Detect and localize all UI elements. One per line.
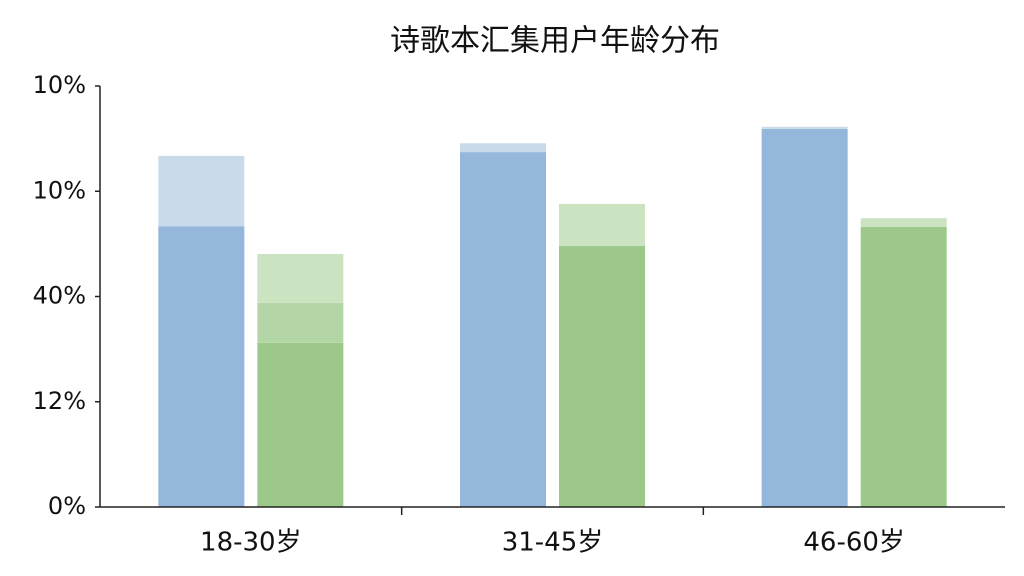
y-tick-label: 12% <box>33 387 86 415</box>
x-tick-label: 46-60岁 <box>803 528 905 558</box>
y-tick-label: 40% <box>33 282 86 310</box>
bar <box>257 253 344 303</box>
y-tick-label: 10% <box>33 71 86 99</box>
bar <box>761 128 848 507</box>
x-tick-label: 31-45岁 <box>502 528 604 558</box>
bar <box>761 126 848 129</box>
bar <box>158 226 245 507</box>
bar <box>460 143 546 153</box>
bar <box>257 302 344 343</box>
bar <box>257 342 344 507</box>
x-tick-label: 18-30岁 <box>200 528 302 558</box>
bar <box>559 245 645 508</box>
bar <box>860 218 947 228</box>
bar <box>559 203 645 246</box>
y-tick-label: 0% <box>48 492 86 520</box>
y-tick-label: 10% <box>33 176 86 204</box>
bar <box>158 155 245 227</box>
chart-title: 诗歌本汇集用户年龄分布 <box>390 24 720 59</box>
bar <box>860 227 947 507</box>
bar <box>460 152 546 508</box>
